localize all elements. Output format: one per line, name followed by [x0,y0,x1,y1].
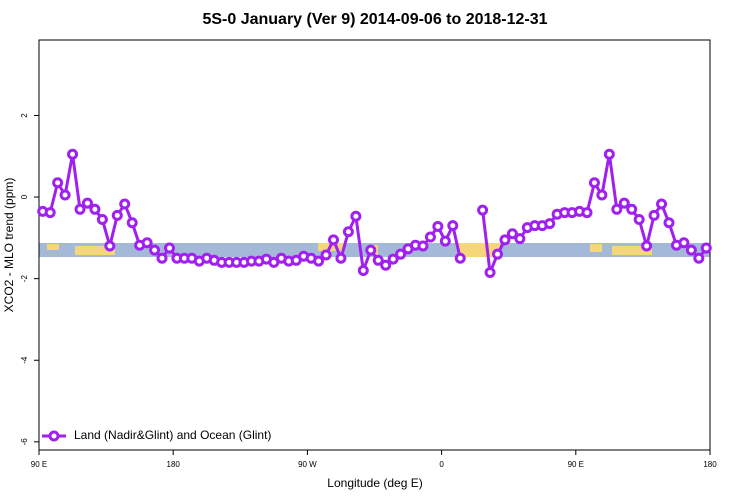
data-point [477,204,489,216]
data-point [104,240,116,252]
data-point [693,252,705,264]
data-point [357,264,369,276]
data-point [74,203,86,215]
data-point [313,255,325,267]
x-tick-label: 180 [703,460,717,469]
data-point [67,148,79,160]
data-point [663,217,675,229]
data-point [626,203,638,215]
data-point [581,207,593,219]
legend-marker [48,430,60,442]
x-axis-label: Longitude (deg E) [327,476,422,490]
data-point [417,240,429,252]
data-point [641,240,653,252]
data-point [387,253,399,265]
data-point [320,249,332,261]
data-point [372,254,384,266]
land-patch [75,246,115,255]
y-tick-label: -4 [20,356,29,364]
data-point [685,244,697,256]
y-tick-label: -6 [20,438,29,446]
y-tick-label: 2 [20,113,29,118]
data-point [156,252,168,264]
data-point [506,228,518,240]
data-point [350,210,362,222]
land-patch [47,244,59,250]
data-point [163,242,175,254]
land-patch [590,244,602,252]
x-tick-label: 180 [167,460,181,469]
data-point [424,231,436,243]
data-point [126,217,138,229]
data-point [141,237,153,249]
data-point [544,218,556,230]
data-point [119,198,131,210]
legend: Land (Nadir&Glint) and Ocean (Glint) [42,428,271,442]
data-point [603,148,615,160]
data-point [514,233,526,245]
chart-title: 5S-0 January (Ver 9) 2014-09-06 to 2018-… [202,11,547,28]
data-point [52,177,64,189]
data-point [432,220,444,232]
data-point [633,214,645,226]
data-point [327,234,339,246]
data-point [484,267,496,279]
data-point [149,244,161,256]
data-point [499,234,511,246]
land-patch [612,246,652,255]
data-point [648,209,660,221]
data-point [492,248,504,260]
data-point [96,214,108,226]
data-point [447,220,459,232]
data-point [59,189,71,201]
legend-label: Land (Nadir&Glint) and Ocean (Glint) [74,428,271,442]
x-tick-label: 90 E [568,460,584,469]
data-point [596,189,608,201]
data-point [588,177,600,189]
data-point [700,242,712,254]
data-point [365,244,377,256]
y-tick-label: 0 [20,194,29,199]
data-point [380,259,392,271]
data-point [678,237,690,249]
x-tick-label: 90 W [298,460,317,469]
x-tick-label: 90 E [31,460,47,469]
data-point [81,197,93,209]
data-point [395,248,407,260]
data-point [611,203,623,215]
data-point [342,226,354,238]
data-point [335,252,347,264]
y-axis-label: XCO2 - MLO trend (ppm) [2,178,16,313]
data-point [111,209,123,221]
x-tick-label: 0 [439,460,444,469]
data-point [44,207,56,219]
land-patch [458,243,500,257]
data-point [89,203,101,215]
data-point [454,252,466,264]
data-point [618,197,630,209]
y-tick-label: -2 [20,275,29,283]
data-point [439,235,451,247]
data-point [656,198,668,210]
